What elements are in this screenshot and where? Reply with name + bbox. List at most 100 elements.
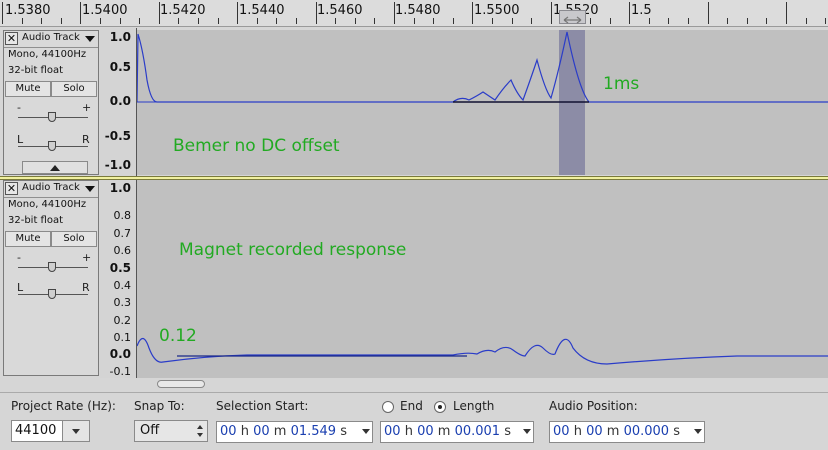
unit-m: m xyxy=(437,424,451,439)
ruler-label: 1.5420 xyxy=(160,3,206,18)
scale-label: 0.0 xyxy=(109,94,131,108)
track-menu-chevron-icon[interactable] xyxy=(85,186,95,192)
spin-arrows-icon xyxy=(197,425,203,437)
scale-label: -1.0 xyxy=(104,158,131,172)
ruler-tick xyxy=(590,18,591,24)
track-format: Mono, 44100Hz xyxy=(8,199,87,210)
selection-drag-handle[interactable] xyxy=(559,10,586,24)
waveform xyxy=(137,337,828,365)
close-icon[interactable]: ✕ xyxy=(5,182,18,195)
minutes: 00 xyxy=(417,424,434,439)
ruler-label: 1.5460 xyxy=(317,3,363,18)
ruler-tick xyxy=(158,2,160,24)
track-header[interactable]: ✕ Audio Track xyxy=(4,31,98,48)
unit-m: m xyxy=(606,424,620,439)
audio-track-1: ✕ Audio Track Mono, 44100Hz 32-bit float… xyxy=(0,28,828,176)
gain-plus-label: + xyxy=(82,101,92,114)
track-menu-chevron-icon[interactable] xyxy=(85,36,95,42)
unit-s: s xyxy=(504,424,511,439)
ruler-tick xyxy=(198,18,199,24)
scale-label: 0.8 xyxy=(113,209,132,222)
seconds: 01.549 xyxy=(290,424,337,439)
amplitude-scale: 1.0 0.8 0.7 0.6 0.5 0.4 0.3 0.2 0.1 0.0 … xyxy=(100,180,137,378)
ruler-label: 1.5 xyxy=(631,3,652,18)
minutes: 00 xyxy=(253,424,270,439)
scale-label: 0.7 xyxy=(113,227,132,240)
gain-slider-knob[interactable] xyxy=(48,262,56,272)
ruler-tick xyxy=(256,18,258,24)
format-dropdown-icon[interactable] xyxy=(694,429,702,434)
minutes: 00 xyxy=(586,424,603,439)
ruler-tick xyxy=(41,18,43,24)
ruler-tick xyxy=(727,18,729,24)
ruler-tick xyxy=(433,18,435,24)
unit-h: h xyxy=(240,424,249,439)
ruler-tick xyxy=(492,18,493,24)
solo-button[interactable]: Solo xyxy=(51,81,97,97)
project-rate-dropdown-icon[interactable] xyxy=(62,420,90,442)
ruler-tick xyxy=(178,18,180,24)
pan-right-label: R xyxy=(82,281,90,294)
ruler-label: 1.5480 xyxy=(395,3,441,18)
end-radio[interactable] xyxy=(382,401,394,413)
pan-slider-knob[interactable] xyxy=(48,289,56,299)
horizontal-scrollbar[interactable] xyxy=(0,378,828,390)
mute-button[interactable]: Mute xyxy=(5,81,51,97)
snap-to-value: Off xyxy=(140,423,160,438)
collapse-track-button[interactable] xyxy=(22,161,88,174)
unit-m: m xyxy=(273,424,287,439)
seconds: 00.001 xyxy=(454,424,501,439)
project-rate-input[interactable]: 44100 xyxy=(11,420,63,442)
hours: 00 xyxy=(384,424,401,439)
unit-s: s xyxy=(673,424,680,439)
track-control-panel: ✕ Audio Track Mono, 44100Hz 32-bit float… xyxy=(3,30,99,175)
solo-button[interactable]: Solo xyxy=(51,231,97,247)
pan-slider-knob[interactable] xyxy=(48,141,56,151)
annotation-0-12: 0.12 xyxy=(159,326,197,346)
ruler-tick xyxy=(766,18,768,24)
waveform xyxy=(137,31,828,103)
ruler-tick xyxy=(531,18,533,24)
format-dropdown-icon[interactable] xyxy=(362,429,370,434)
scale-label: 0.5 xyxy=(109,60,131,74)
gain-minus-label: - xyxy=(17,101,21,114)
ruler-label: 1.5500 xyxy=(474,3,520,18)
ruler-tick xyxy=(746,18,748,24)
scale-label: 0.1 xyxy=(113,331,132,344)
ruler-tick xyxy=(354,18,356,24)
close-icon[interactable]: ✕ xyxy=(5,32,18,45)
format-dropdown-icon[interactable] xyxy=(523,429,531,434)
pan-left-label: L xyxy=(17,133,24,146)
snap-to-select[interactable]: Off xyxy=(134,420,208,442)
scrollbar-thumb[interactable] xyxy=(157,380,205,388)
track-header[interactable]: ✕ Audio Track xyxy=(4,181,98,198)
length-radio[interactable] xyxy=(434,401,446,413)
hours: 00 xyxy=(553,424,570,439)
ruler-tick xyxy=(550,2,552,24)
audio-position-time[interactable]: 00 h 00 m 00.000 s xyxy=(549,421,705,443)
gain-slider-knob[interactable] xyxy=(48,112,56,122)
ruler-tick xyxy=(335,18,337,24)
ruler-tick xyxy=(648,18,650,24)
unit-h: h xyxy=(573,424,582,439)
selection-length-time[interactable]: 00 h 00 m 00.001 s xyxy=(380,421,534,443)
track-name: Audio Track xyxy=(22,182,80,193)
waveform-area[interactable]: Magnet recorded response 0.12 xyxy=(137,180,828,378)
length-label: Length xyxy=(453,399,495,413)
timeline-ruler[interactable]: 1.5380 1.5400 1.5420 1.5440 1.5460 1.548… xyxy=(0,0,828,27)
selection-start-time[interactable]: 00 h 00 m 01.549 s xyxy=(216,421,373,443)
ruler-label: 1.5380 xyxy=(5,3,51,18)
waveform-area[interactable]: 1ms Bemer no DC offset xyxy=(137,30,828,175)
ruler-tick xyxy=(805,18,807,24)
scale-label: 0.3 xyxy=(113,296,132,309)
scale-label: 1.0 xyxy=(109,181,131,195)
gain-minus-label: - xyxy=(17,251,21,264)
project-rate-label: Project Rate (Hz): xyxy=(11,399,116,413)
scale-label: 0.4 xyxy=(113,279,132,292)
ruler-tick xyxy=(60,18,62,24)
scale-label: 0.5 xyxy=(109,261,131,275)
ruler-tick xyxy=(296,18,297,24)
ruler-tick xyxy=(472,2,474,24)
track-separator[interactable] xyxy=(0,176,828,180)
mute-button[interactable]: Mute xyxy=(5,231,51,247)
